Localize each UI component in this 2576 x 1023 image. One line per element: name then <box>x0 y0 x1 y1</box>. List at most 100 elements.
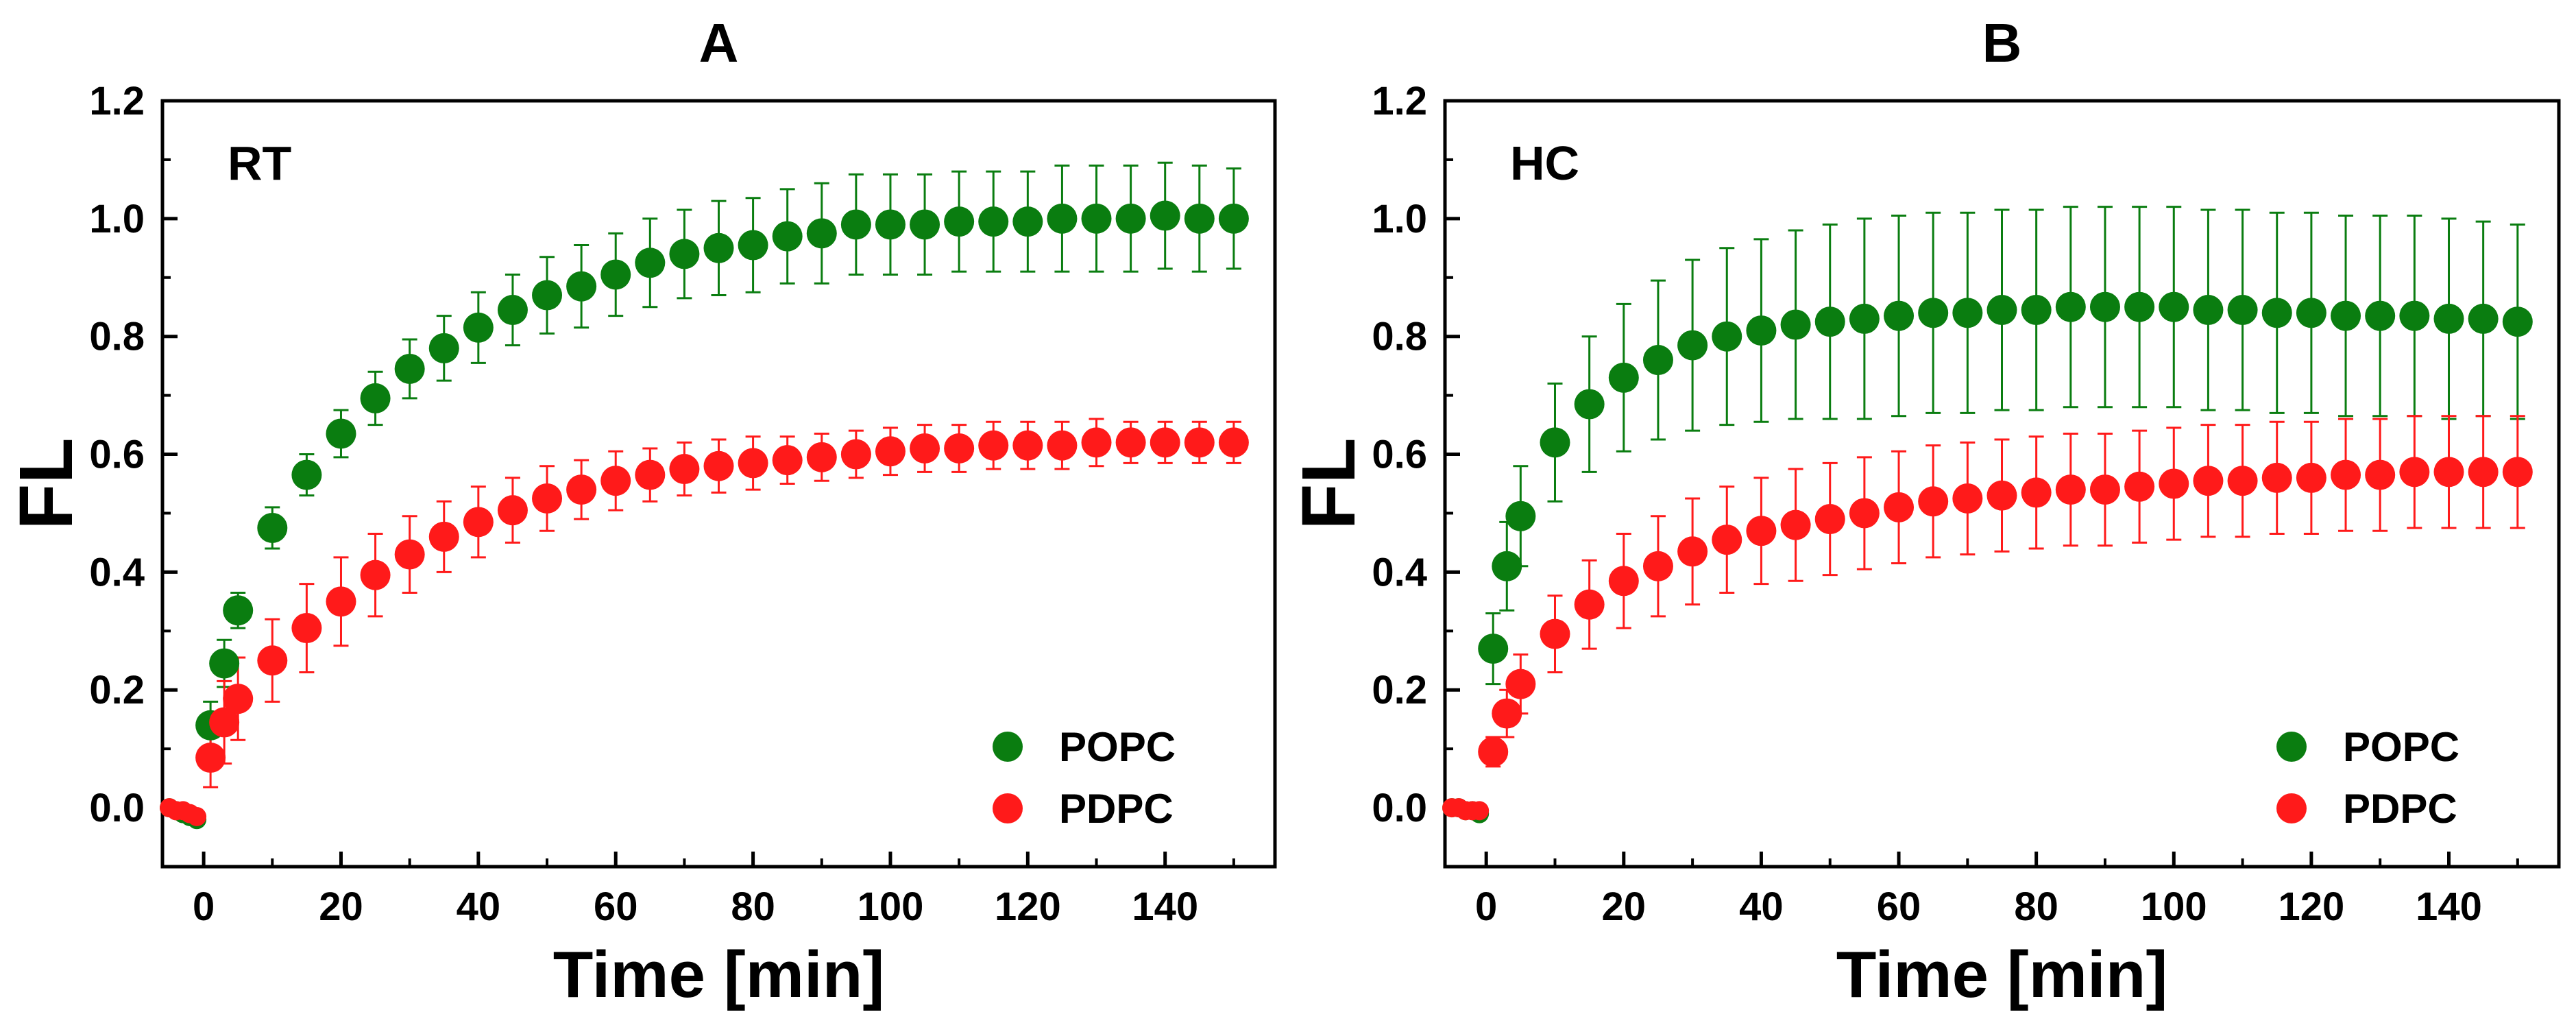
data-point-pdpc <box>195 743 226 773</box>
data-point-pdpc <box>1574 589 1605 620</box>
data-point-pdpc <box>1478 736 1509 767</box>
data-point-pdpc <box>394 539 425 570</box>
data-point-popc <box>2331 300 2361 331</box>
x-tick-label: 40 <box>1739 884 1784 929</box>
data-point-popc <box>669 239 700 269</box>
data-point-popc <box>1150 200 1180 231</box>
data-point-pdpc <box>1884 492 1915 522</box>
legend: POPC PDPC <box>2276 724 2459 832</box>
data-point-pdpc <box>497 495 528 526</box>
data-point-popc <box>2055 291 2086 322</box>
data-point-pdpc <box>806 442 837 472</box>
data-point-pdpc <box>1081 427 1112 458</box>
data-point-popc <box>1505 501 1536 531</box>
data-point-popc <box>1218 203 1249 234</box>
x-tick-label: 60 <box>594 884 638 929</box>
x-tick-label: 140 <box>2416 884 2482 929</box>
data-point-pdpc <box>291 613 322 644</box>
data-point-popc <box>1814 306 1845 337</box>
data-point-pdpc <box>910 433 940 464</box>
data-point-pdpc <box>944 433 975 464</box>
data-point-popc <box>1642 345 1673 376</box>
y-tick-label: 0.6 <box>1372 433 1427 477</box>
data-point-popc <box>2089 291 2120 322</box>
plot-area <box>1443 99 2561 869</box>
x-tick-label: 0 <box>193 884 215 929</box>
legend: POPC PDPC <box>993 724 1176 832</box>
legend-label-popc: POPC <box>1059 724 1176 770</box>
data-point-pdpc <box>187 806 207 826</box>
data-point-popc <box>2365 300 2396 331</box>
data-point-popc <box>875 209 906 240</box>
data-point-pdpc <box>1184 427 1215 458</box>
x-tick-label: 60 <box>1877 884 1921 929</box>
data-point-popc <box>635 248 666 278</box>
data-point-pdpc <box>1780 509 1811 540</box>
data-point-popc <box>2296 298 2326 328</box>
data-point-pdpc <box>772 445 803 476</box>
legend-label-pdpc: PDPC <box>2343 786 2457 832</box>
data-point-pdpc <box>2055 474 2086 505</box>
data-point-pdpc <box>2193 466 2224 496</box>
data-point-popc <box>223 595 254 626</box>
data-point-pdpc <box>2124 471 2155 502</box>
data-point-popc <box>291 459 322 490</box>
y-tick-label: 0.6 <box>89 433 145 477</box>
data-point-pdpc <box>840 439 871 470</box>
data-point-popc <box>978 206 1009 237</box>
data-point-popc <box>1081 203 1112 234</box>
data-point-popc <box>1677 330 1708 361</box>
data-point-popc <box>1608 362 1639 393</box>
data-point-popc <box>360 383 391 413</box>
data-point-popc <box>209 648 240 679</box>
data-point-pdpc <box>978 430 1009 461</box>
legend-marker-pdpc <box>2276 793 2307 823</box>
legend-marker-popc <box>2276 732 2307 762</box>
data-point-pdpc <box>1150 427 1180 458</box>
data-point-popc <box>944 206 975 237</box>
condition-label: RT <box>228 136 291 190</box>
data-point-popc <box>910 209 940 240</box>
data-point-pdpc <box>1814 504 1845 535</box>
legend-label-popc: POPC <box>2343 724 2459 770</box>
data-point-popc <box>2159 291 2189 322</box>
legend-marker-popc <box>993 732 1023 762</box>
x-tick-label: 100 <box>858 884 924 929</box>
data-point-pdpc <box>1492 698 1522 729</box>
data-point-popc <box>2261 298 2292 328</box>
data-point-pdpc <box>1540 618 1570 649</box>
x-tick-label: 80 <box>731 884 775 929</box>
data-point-pdpc <box>1608 566 1639 597</box>
y-axis-label: FL <box>1287 437 1371 529</box>
y-tick-label: 0.4 <box>1372 550 1427 594</box>
data-point-pdpc <box>600 466 631 496</box>
x-axis-label: Time [min] <box>553 938 885 1011</box>
data-point-pdpc <box>428 521 459 552</box>
data-point-popc <box>1986 295 2017 326</box>
data-point-popc <box>2021 295 2052 326</box>
data-point-pdpc <box>360 559 391 590</box>
data-point-pdpc <box>1952 483 1983 514</box>
data-point-pdpc <box>1677 536 1708 567</box>
data-point-pdpc <box>2261 462 2292 493</box>
data-point-pdpc <box>257 645 288 676</box>
data-point-popc <box>1115 203 1146 234</box>
data-point-pdpc <box>2296 462 2326 493</box>
y-axis-label: FL <box>4 437 88 529</box>
y-tick-label: 0.2 <box>1372 668 1427 712</box>
data-point-popc <box>1746 315 1777 346</box>
data-point-popc <box>2124 291 2155 322</box>
y-tick-label: 1.0 <box>1372 197 1427 241</box>
x-tick-label: 80 <box>2014 884 2058 929</box>
data-point-pdpc <box>1012 430 1043 461</box>
data-point-popc <box>2399 300 2430 331</box>
data-point-pdpc <box>223 684 254 714</box>
panel-title: A <box>699 12 739 73</box>
data-point-popc <box>532 280 563 311</box>
data-point-pdpc <box>738 448 768 479</box>
data-point-pdpc <box>2433 457 2464 488</box>
data-point-pdpc <box>1218 427 1249 458</box>
y-tick-label: 0.2 <box>89 668 145 712</box>
data-point-pdpc <box>2502 457 2533 488</box>
data-point-popc <box>566 271 597 302</box>
